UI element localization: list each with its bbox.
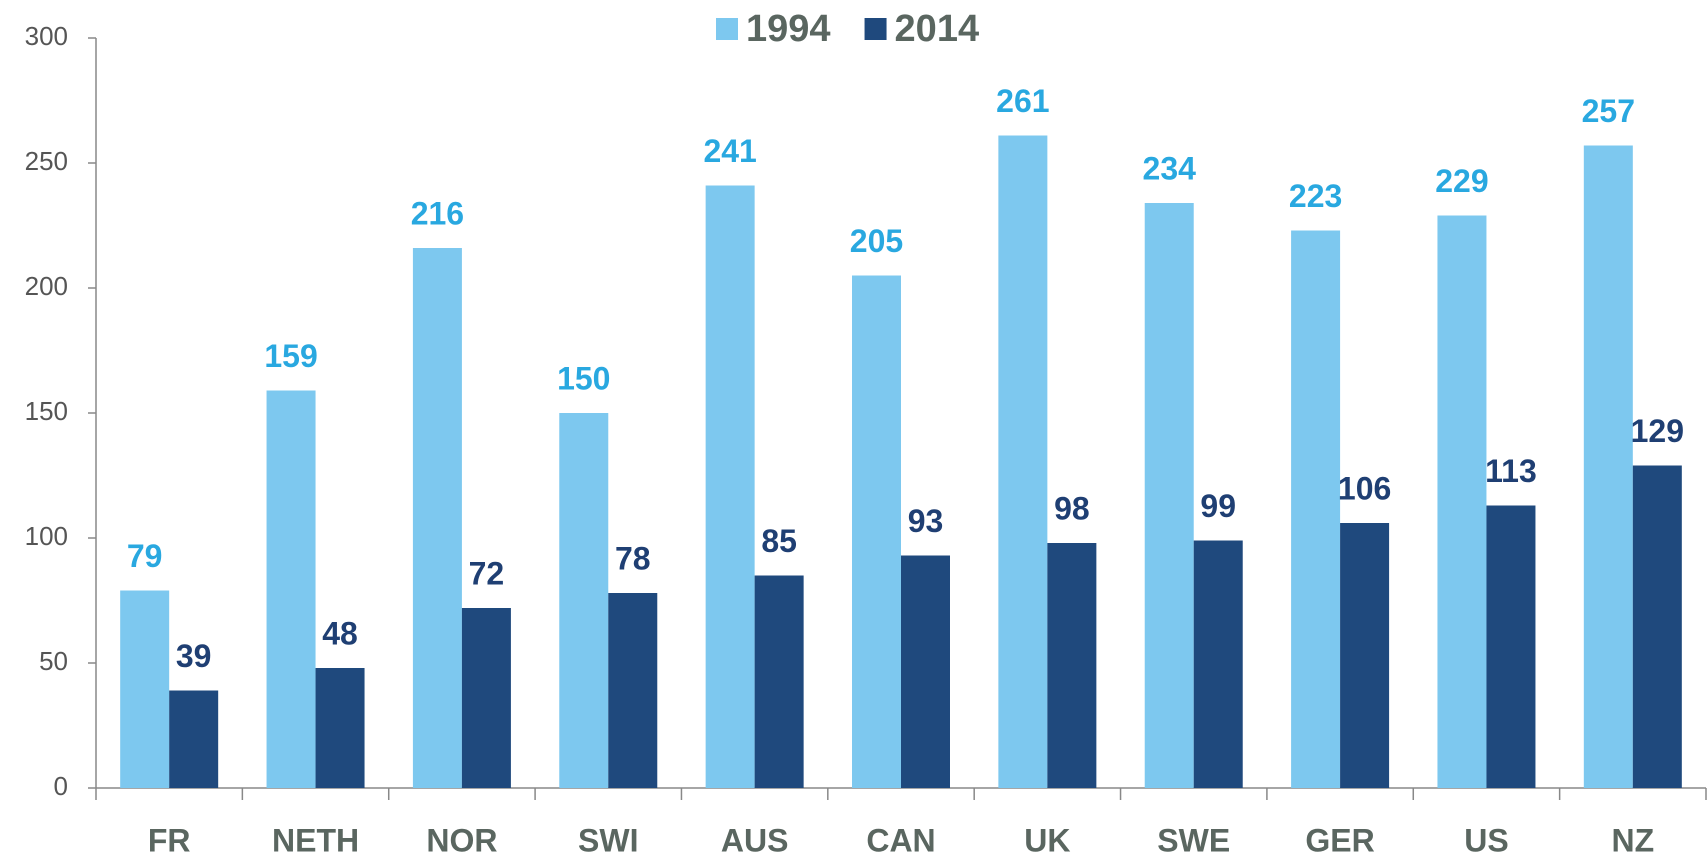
bar (1144, 203, 1194, 788)
y-tick-label: 250 (25, 146, 68, 176)
bar (169, 690, 219, 788)
bar (1437, 215, 1487, 788)
bar (998, 135, 1048, 788)
data-label: 99 (1200, 488, 1236, 524)
bar (315, 668, 365, 788)
y-tick-label: 50 (39, 646, 68, 676)
x-tick-label: SWI (578, 822, 638, 858)
data-label: 78 (615, 540, 651, 576)
data-label: 216 (411, 195, 464, 231)
data-label: 257 (1582, 93, 1635, 129)
data-label: 205 (850, 223, 903, 259)
bar (461, 608, 511, 788)
y-tick-label: 200 (25, 271, 68, 301)
bar (754, 575, 804, 788)
data-label: 72 (469, 555, 505, 591)
data-label: 98 (1054, 490, 1090, 526)
legend-swatch (864, 18, 887, 40)
bar (608, 593, 658, 788)
data-label: 234 (1143, 150, 1197, 186)
x-tick-label: CAN (866, 822, 935, 858)
legend-swatch (716, 18, 738, 40)
data-label: 159 (264, 338, 317, 374)
bar (852, 275, 901, 788)
data-label: 79 (127, 538, 163, 574)
x-tick-label: AUS (721, 822, 789, 858)
x-tick-label: GER (1305, 822, 1374, 858)
y-tick-label: 300 (25, 21, 68, 51)
data-label: 48 (322, 615, 358, 651)
x-tick-label: NZ (1611, 822, 1654, 858)
data-label: 93 (908, 503, 944, 539)
x-tick-label: NOR (426, 822, 497, 858)
x-tick-label: NETH (272, 822, 359, 858)
data-label: 106 (1338, 470, 1391, 506)
x-tick-label: UK (1024, 822, 1070, 858)
y-tick-label: 0 (54, 771, 68, 801)
x-tick-label: SWE (1157, 822, 1230, 858)
data-label: 129 (1631, 413, 1684, 449)
data-label: 261 (996, 83, 1049, 119)
data-label: 229 (1435, 163, 1488, 199)
bar (1047, 543, 1097, 788)
bar (412, 248, 462, 788)
legend-label: 2014 (895, 8, 980, 50)
data-label: 150 (557, 360, 610, 396)
bar (1340, 523, 1390, 788)
bar (266, 390, 316, 788)
x-tick-label: US (1464, 822, 1508, 858)
bar (901, 555, 950, 788)
bar (1486, 505, 1536, 788)
y-tick-label: 150 (25, 396, 68, 426)
legend-label: 1994 (746, 8, 831, 50)
bar (1632, 465, 1682, 788)
bar (559, 413, 609, 788)
y-tick-label: 100 (25, 521, 68, 551)
bar (705, 185, 755, 788)
x-tick-label: FR (148, 822, 191, 858)
data-label: 39 (176, 638, 212, 674)
data-label: 223 (1289, 178, 1342, 214)
data-label: 113 (1485, 453, 1537, 489)
bar (1193, 540, 1243, 788)
bar (120, 590, 170, 788)
data-label: 241 (703, 133, 756, 169)
bar (1291, 230, 1341, 788)
data-label: 85 (761, 523, 797, 559)
bar (1583, 145, 1633, 788)
